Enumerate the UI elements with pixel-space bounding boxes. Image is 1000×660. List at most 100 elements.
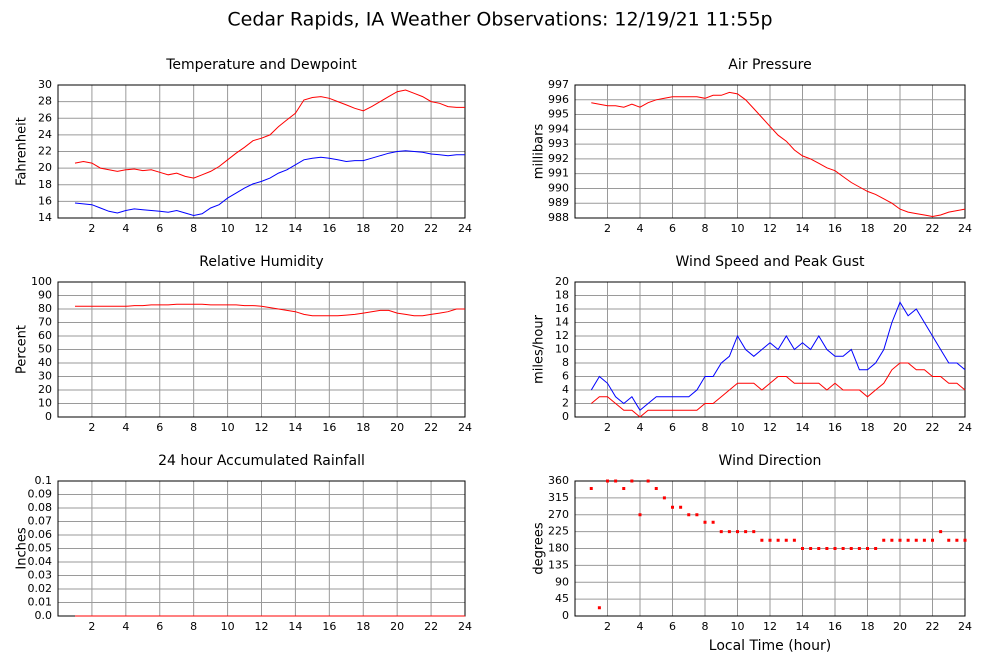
x-tick-label: 18 (356, 222, 370, 235)
y-tick-label: 16 (555, 302, 569, 315)
point (703, 520, 707, 524)
x-tick-label: 8 (702, 421, 709, 434)
x-tick-label: 16 (828, 620, 842, 633)
y-tick-label: 80 (38, 302, 52, 315)
x-tick-label: 6 (156, 222, 163, 235)
y-tick-label: 135 (548, 558, 569, 571)
x-tick-label: 18 (356, 620, 370, 633)
y-tick-label: 24 (38, 128, 52, 141)
y-tick-label: 2 (562, 397, 569, 410)
point (606, 479, 609, 483)
x-tick-label: 8 (190, 620, 197, 633)
y-tick-label: 0.08 (28, 501, 53, 514)
point (963, 538, 967, 542)
y-tick-label: 0 (562, 410, 569, 423)
x-tick-label: 10 (221, 222, 235, 235)
point (776, 538, 780, 542)
y-tick-label: 45 (555, 592, 569, 605)
y-tick-label: 360 (548, 474, 569, 487)
y-tick-label: 992 (548, 152, 569, 165)
y-tick-label: 10 (38, 397, 52, 410)
point (801, 547, 804, 550)
x-tick-label: 22 (424, 421, 438, 434)
x-tick-label: 10 (731, 620, 745, 633)
y-tick-label: 14 (38, 211, 52, 224)
y-tick-label: 90 (38, 289, 52, 302)
y-tick-label: 995 (548, 108, 569, 121)
x-tick-label: 20 (893, 421, 907, 434)
x-tick-label: 20 (390, 421, 404, 434)
x-tick-label: 4 (637, 222, 644, 235)
x-tick-label: 20 (893, 222, 907, 235)
x-tick-label: 14 (288, 222, 302, 235)
y-tick-label: 40 (38, 356, 52, 369)
x-tick-label: 14 (288, 421, 302, 434)
point (947, 538, 951, 542)
point (841, 547, 845, 550)
y-tick-label: 50 (38, 343, 52, 356)
x-tick-label: 14 (288, 620, 302, 633)
y-axis-label: degrees (532, 522, 547, 575)
y-tick-label: 22 (38, 145, 52, 158)
y-tick-label: 20 (38, 383, 52, 396)
x-tick-label: 4 (122, 222, 129, 235)
y-tick-label: 270 (548, 508, 569, 521)
x-tick-label: 12 (763, 421, 777, 434)
point (679, 505, 683, 509)
x-tick-label: 6 (156, 421, 163, 434)
y-axis-label: millibars (532, 124, 547, 180)
x-tick-label: 16 (828, 222, 842, 235)
point (898, 538, 902, 542)
x-tick-label: 2 (88, 222, 95, 235)
x-tick-label: 16 (322, 620, 336, 633)
point (654, 487, 658, 490)
x-tick-label: 6 (669, 620, 676, 633)
x-tick-label: 14 (796, 620, 810, 633)
point (687, 513, 691, 517)
x-tick-label: 8 (190, 222, 197, 235)
point (736, 530, 739, 534)
x-tick-label: 2 (604, 421, 611, 434)
x-tick-label: 24 (958, 421, 972, 434)
y-tick-label: 6 (562, 370, 569, 383)
x-tick-label: 14 (796, 421, 810, 434)
x-tick-label: 12 (255, 222, 269, 235)
x-tick-label: 8 (702, 620, 709, 633)
series-line (74, 89, 465, 179)
y-tick-label: 14 (555, 316, 569, 329)
point (768, 538, 772, 542)
x-tick-label: 16 (828, 421, 842, 434)
x-tick-label: 10 (731, 222, 745, 235)
point (914, 538, 918, 542)
point (906, 538, 910, 542)
point (630, 479, 634, 483)
point (727, 530, 731, 534)
point (857, 547, 861, 550)
page-title: Cedar Rapids, IA Weather Observations: 1… (227, 9, 772, 31)
y-axis-label: Percent (15, 325, 30, 374)
point (671, 505, 674, 509)
panel-title: Temperature and Dewpoint (165, 57, 357, 73)
x-tick-label: 2 (604, 222, 611, 235)
point (744, 530, 748, 534)
y-tick-label: 993 (548, 137, 569, 150)
y-tick-label: 26 (38, 111, 52, 124)
plot-frame (574, 281, 966, 418)
x-tick-label: 4 (122, 620, 129, 633)
x-tick-label: 18 (356, 421, 370, 434)
x-tick-label: 8 (190, 421, 197, 434)
point (939, 530, 943, 534)
point (922, 538, 926, 542)
y-tick-label: 10 (555, 343, 569, 356)
x-tick-label: 24 (958, 222, 972, 235)
y-tick-label: 18 (38, 178, 52, 191)
x-tick-label: 20 (390, 222, 404, 235)
x-tick-label: 4 (637, 421, 644, 434)
point (638, 513, 642, 517)
series-line (591, 91, 966, 218)
series-line (74, 150, 465, 217)
y-tick-label: 991 (548, 167, 569, 180)
y-tick-label: 990 (548, 181, 569, 194)
point (589, 487, 593, 490)
